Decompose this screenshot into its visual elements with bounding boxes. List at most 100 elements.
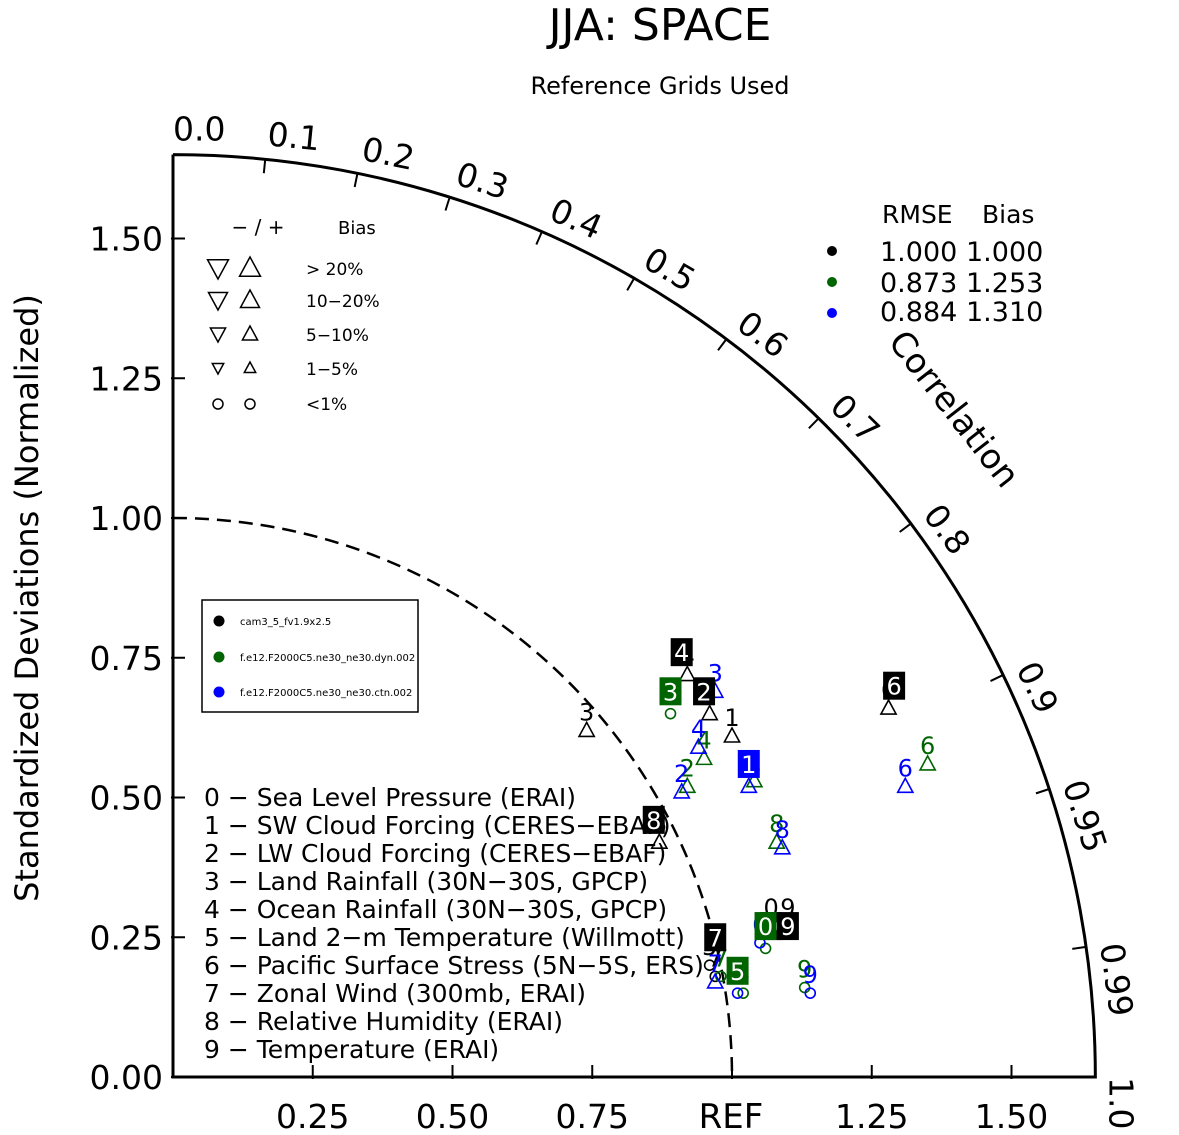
rmse-value: 1.000 [880,237,957,268]
data-point-triangle [879,698,898,715]
boxed-point-background [659,677,682,706]
data-point-label: 8 [769,810,784,838]
bias-legend-row: > 20% [306,260,363,280]
data-point-label: 4 [691,715,706,743]
data-point-triangle [745,771,764,788]
data-point-label: 6 [920,732,935,760]
correlation-tick [262,159,267,174]
y-tick-label: 0.25 [90,918,163,957]
data-point-label: 2 [680,754,695,782]
correlation-tick [444,196,451,211]
boxed-point-label: 7 [708,924,723,952]
correlation-tick-label: 0.2 [359,129,418,178]
correlation-tick-label: 0.95 [1055,775,1115,857]
bias-circle-icon [212,398,224,410]
data-point-triangle [739,776,758,794]
data-point-triangle [689,737,708,754]
boxed-point-label: 5 [730,958,745,986]
bias-up-triangle-icon [239,288,261,309]
data-points: 0123456789012345678901234567890246789035… [577,638,937,999]
y-axis-label: Standardized Deviations (Normalized) [8,294,46,902]
bias-legend-row: 1−5% [306,360,358,380]
variable-item: 7 − Zonal Wind (300mb, ERAI) [204,979,586,1008]
case-legend-label: f.e12.F2000C5.ne30_ne30.ctn.002 [240,688,412,699]
rmse-value: 0.873 [880,268,957,299]
y-tick-label: 1.25 [90,359,163,398]
outer-frame [171,153,1097,1079]
bias-down-triangle-icon [207,291,229,312]
y-tick-label: 0.50 [90,779,163,818]
data-point-triangle [918,754,937,771]
data-point-label: 7 [708,950,723,978]
data-point-label: 9 [797,956,812,984]
chart-title: JJA: SPACE [546,0,772,51]
boxed-point-label: 3 [663,678,678,706]
correlation-tick [990,674,1004,682]
correlation-tick [1035,788,1050,795]
case-legend: cam3_5_fv1.9x2.5 f.e12.F2000C5.ne30_ne30… [201,599,419,713]
bias-legend-sign-header: − / + [232,215,285,239]
boxed-point-background [754,912,777,941]
data-point-circle [731,987,744,999]
correlation-label: Correlation [880,323,1027,495]
data-point-triangle [767,832,786,850]
case-legend-marker [213,615,225,627]
data-point-label: 3 [579,698,594,726]
correlation-tick-label: 0.6 [730,303,795,366]
correlation-tick-label: 0.1 [266,114,322,158]
reference-arc [172,516,734,1078]
bias-circle-icon [244,398,256,410]
correlation-tick [717,338,728,351]
data-point-circle [737,987,749,999]
bias-value: 1.253 [966,268,1043,299]
data-point-triangle [723,726,741,743]
x-axis: 0.25 0.50 0.75 1.25 1.50 [276,1065,1048,1135]
data-point-label: 8 [775,816,790,844]
data-point-triangle [700,703,719,721]
bias-legend-bias-header: Bias [338,218,376,239]
case-legend-box [201,599,419,713]
case-legend-label: cam3_5_fv1.9x2.5 [240,617,331,628]
x-tick-label: 1.25 [835,1097,908,1135]
case-legend-marker [213,686,225,698]
data-point-circle [703,959,716,972]
bias-up-triangle-icon [238,255,262,277]
x-tick-label: 0.50 [416,1097,489,1135]
chart-subtitle: Reference Grids Used [530,72,789,100]
y-tick-label: 0.00 [90,1058,163,1097]
y-tick-label: 1.00 [90,499,163,538]
boxed-point-background [883,671,906,700]
correlation-tick-label: 1.0 [1101,1077,1140,1129]
y-tick-label: 0.75 [90,639,163,678]
variable-item: 8 − Relative Humidity (ERAI) [204,1007,563,1036]
correlation-tick-label: 0.4 [544,190,608,247]
bias-legend: − / + Bias > 20% 10−20% 5−10% 1−5% <1% [206,215,380,415]
bias-value: 1.000 [966,237,1043,268]
data-point-triangle [773,838,792,855]
data-point-circle [664,707,677,720]
bias-value: 1.310 [966,297,1043,328]
correlation-tick [808,417,820,430]
bias-legend-symbols [206,255,262,410]
data-point-triangle [678,776,697,794]
variable-item: 4 − Ocean Rainfall (30N−30S, GPCP) [204,895,667,924]
variable-item: 1 − SW Cloud Forcing (CERES−EBAF) [204,811,671,840]
bias-legend-row: 10−20% [306,292,380,312]
boxed-point-label: 4 [674,639,689,667]
bias-legend-row: 5−10% [306,326,369,346]
data-point-label: 1 [724,704,739,732]
bias-legend-row: <1% [306,395,347,415]
boxed-point-background [726,956,749,985]
data-point-triangle [896,776,915,794]
boxed-point-background [693,677,716,706]
case-legend-marker [213,651,225,663]
correlation-tick-label: 0.0 [173,110,225,149]
bias-up-triangle-icon [241,324,259,341]
data-point-label: 9 [803,961,818,989]
correlation-tick [626,277,636,291]
variable-item: 6 − Pacific Surface Stress (5N−5S, ERS) [204,951,704,980]
data-point-label: 7 [713,944,728,972]
correlation-tick [535,231,543,245]
boxed-point-label: 2 [696,678,711,706]
correlation-tick [1072,945,1087,950]
